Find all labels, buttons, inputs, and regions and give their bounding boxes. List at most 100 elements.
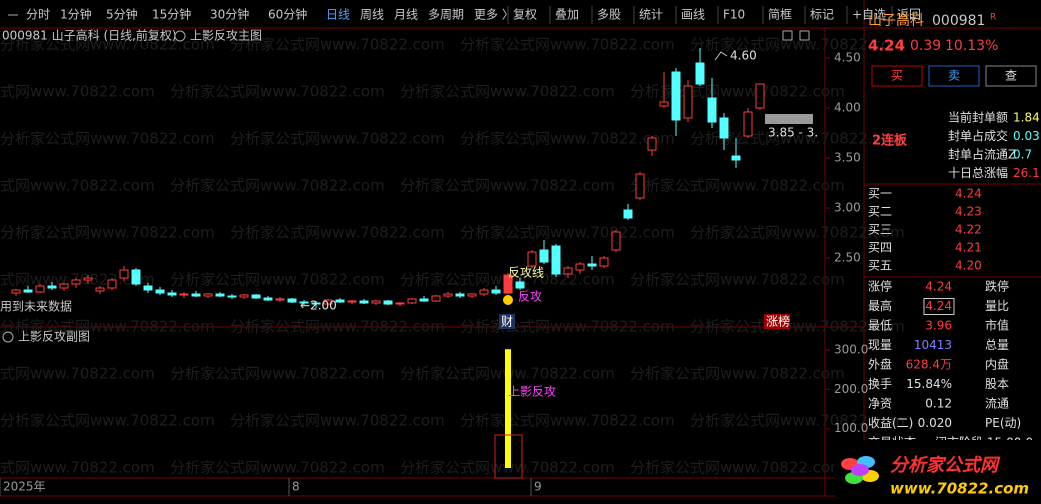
watermark: 分析家公式网www.70822.com	[230, 318, 445, 336]
candle-body	[335, 299, 345, 303]
candle-body	[275, 298, 285, 301]
annotation: ←2.00	[300, 299, 337, 313]
tab[interactable]: 更多 〉	[474, 8, 514, 22]
stat-label: 流通	[985, 397, 1009, 411]
candle-body	[323, 299, 333, 305]
book-price: 4.21	[955, 241, 982, 255]
y-tick-label: 200.0	[834, 382, 868, 396]
book-label: 买二	[868, 205, 892, 219]
info-label: 封单占成交	[948, 128, 1008, 143]
candle-body	[719, 117, 729, 139]
candle-body	[359, 300, 369, 304]
level-box	[765, 114, 813, 124]
tool-button[interactable]: 多股	[597, 8, 621, 22]
watermark: 分析家公式网www.70822.com	[230, 412, 445, 430]
tab[interactable]: 1分钟	[60, 7, 92, 22]
candle-body	[479, 289, 489, 295]
watermark: 分析家公式网www.70822.com	[170, 83, 385, 101]
candle-body	[575, 263, 585, 271]
icon[interactable]	[782, 30, 793, 41]
tool-button[interactable]: 复权	[513, 8, 537, 22]
highlight	[923, 298, 955, 315]
candle-body	[311, 302, 321, 305]
candle-body	[383, 300, 393, 305]
stat-label: 换手	[868, 377, 892, 391]
watermark: 分析家公式网www.70822.com	[0, 318, 215, 336]
candle-body	[707, 97, 717, 123]
info-label: 十日总涨幅	[948, 165, 1008, 180]
stat-label: 内盘	[985, 357, 1009, 372]
tool-button[interactable]: 简框	[768, 8, 792, 22]
stat-label: 市值	[985, 318, 1009, 333]
watermark: 分析家公式网www.70822.com	[690, 318, 905, 336]
info-value: 0.03	[1013, 129, 1040, 143]
stat-value: 0.12	[925, 397, 952, 411]
stat-value: 4.24	[925, 299, 952, 313]
tool-button[interactable]: 叠加	[555, 8, 579, 22]
candle-body	[263, 297, 273, 301]
tab[interactable]: 60分钟	[268, 7, 307, 22]
tool-button[interactable]: +自选	[852, 8, 886, 22]
tool-button[interactable]: F10	[723, 8, 745, 22]
tab[interactable]: 15分钟	[152, 7, 191, 22]
watermark: 分析家公式网www.70822.com	[630, 271, 845, 289]
annotation: 用到未来数据	[0, 299, 72, 314]
candle-body	[83, 277, 93, 281]
candle-body	[347, 300, 357, 303]
time-label: 9	[534, 480, 542, 494]
tab[interactable]: 5分钟	[106, 7, 138, 22]
candle-body	[407, 298, 417, 304]
trade-button-label[interactable]: 买	[891, 69, 903, 83]
tag-box	[764, 314, 790, 329]
watermark: 分析家公式网www.70822.com	[630, 459, 845, 477]
book-price: 4.20	[955, 259, 982, 273]
sub-title: 上影反攻副图	[18, 330, 90, 344]
flag: R	[990, 13, 996, 23]
tool-button[interactable]: 画线	[681, 8, 705, 22]
candle-body	[299, 301, 309, 304]
watermark: 分析家公式网www.70822.com	[400, 83, 615, 101]
tab[interactable]: 周线	[360, 8, 384, 22]
watermark: 分析家公式网www.70822.com	[0, 36, 215, 54]
tab[interactable]: 月线	[394, 8, 418, 22]
watermark: 分析家公式网www.70822.com	[0, 412, 215, 430]
candle-body	[647, 137, 657, 151]
tab[interactable]: 多周期	[428, 8, 464, 22]
icon[interactable]	[799, 30, 810, 41]
candle-body	[203, 293, 213, 297]
watermark: 分析家公式网www.70822.com	[230, 36, 445, 54]
tag-box	[499, 314, 515, 329]
tool-button[interactable]: 统计	[639, 8, 663, 22]
watermark: 分析家公式网www.70822.com	[170, 177, 385, 195]
trade-button-label[interactable]: 卖	[948, 69, 960, 83]
info-value: 0.7	[1013, 148, 1032, 162]
trade-button[interactable]	[871, 65, 923, 87]
sub-label: 上影反攻	[508, 385, 556, 399]
watermark: 分析家公式网www.70822.com	[690, 412, 905, 430]
price: 4.24	[868, 37, 905, 55]
y-tick-label: 2.50	[834, 251, 861, 265]
tab[interactable]: 30分钟	[210, 7, 249, 22]
trade-button[interactable]	[928, 65, 980, 87]
candle-body	[371, 300, 381, 304]
book-label: 买三	[868, 223, 892, 237]
time-label: 8	[292, 480, 300, 494]
trade-button[interactable]	[985, 65, 1037, 87]
annotation: 3.85 - 3.	[768, 126, 818, 140]
tool-button[interactable]: 返回	[897, 8, 921, 22]
watermark: 分析家公式网www.70822.com	[0, 224, 215, 242]
trade-button-label[interactable]: 查	[1005, 69, 1017, 83]
logo-petal	[851, 464, 869, 476]
stat-value: 3.96	[925, 319, 952, 333]
candle-body	[443, 293, 453, 297]
tab[interactable]: 日线	[326, 8, 350, 22]
signal-bar	[505, 349, 511, 468]
watermark: 分析家公式网www.70822.com	[230, 130, 445, 148]
tab[interactable]: 分时	[26, 8, 50, 22]
candle-body	[47, 285, 57, 289]
tool-button[interactable]: 标记	[810, 8, 834, 22]
candle-body	[59, 283, 69, 289]
candle-body	[695, 62, 705, 85]
candle-body	[251, 294, 261, 299]
candle-body	[23, 289, 33, 293]
